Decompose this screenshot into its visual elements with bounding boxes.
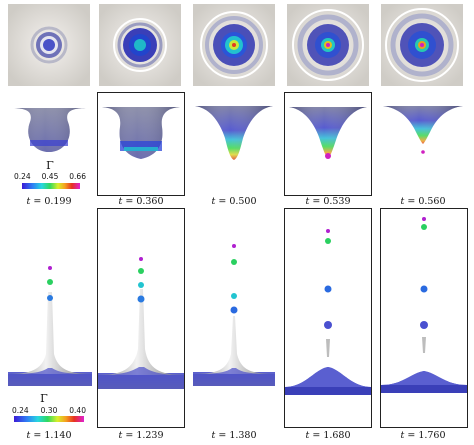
time-symbol: t: [118, 430, 123, 441]
time-symbol: t: [400, 196, 405, 207]
jetview-1: [8, 214, 92, 390]
time-value: 0.500: [229, 196, 257, 207]
time-symbol: t: [305, 196, 310, 207]
colorbar-2: [14, 416, 84, 422]
colorbar-2-ticks: 0.24 0.30 0.40: [12, 406, 86, 415]
time-value: 1.380: [229, 430, 257, 441]
sideview-1: [8, 96, 90, 154]
sideview-4: [284, 92, 372, 196]
colorbar-2-tick-min: 0.24: [12, 406, 29, 415]
time-value: 0.560: [418, 196, 446, 207]
time-value: 0.539: [323, 196, 351, 207]
time-equals: =: [122, 430, 137, 441]
colorbar-1-ticks: 0.24 0.45 0.66: [14, 172, 86, 181]
time-symbol: t: [118, 196, 123, 207]
time-equals: =: [30, 430, 45, 441]
topview-5: [381, 4, 463, 86]
colorbar-2-tick-max: 0.40: [69, 406, 86, 415]
colorbar-1-tick-mid: 0.45: [41, 172, 59, 181]
jetview-2: [97, 208, 185, 428]
time-symbol: t: [26, 430, 31, 441]
topview-1: [8, 4, 90, 86]
time-value: 1.140: [44, 430, 72, 441]
jetview-3: [193, 214, 275, 390]
time-symbol: t: [211, 196, 216, 207]
time-equals: =: [215, 430, 230, 441]
time-label-3: t = 0.500: [189, 196, 279, 207]
topview-3: [193, 4, 275, 86]
time-value: 0.360: [136, 196, 164, 207]
jetview-4: [284, 208, 372, 428]
time-equals: =: [404, 430, 419, 441]
sideview-2: [97, 92, 185, 196]
topview-4: [287, 4, 369, 86]
time-value: 1.760: [418, 430, 446, 441]
time-value: 1.680: [323, 430, 351, 441]
colorbar-2-tick-mid: 0.30: [40, 406, 58, 415]
time-symbol: t: [400, 430, 405, 441]
time-label-9: t = 1.680: [283, 430, 373, 441]
jetview-5: [380, 208, 468, 428]
time-equals: =: [30, 196, 45, 207]
colorbar-1-tick-min: 0.24: [14, 172, 31, 181]
time-symbol: t: [305, 430, 310, 441]
colorbar-1-tick-max: 0.66: [69, 172, 86, 181]
time-label-5: t = 0.560: [378, 196, 468, 207]
time-equals: =: [215, 196, 230, 207]
time-label-4: t = 0.539: [283, 196, 373, 207]
time-label-6: t = 1.140: [4, 430, 94, 441]
time-label-10: t = 1.760: [378, 430, 468, 441]
time-label-1: t = 0.199: [4, 196, 94, 207]
time-equals: =: [309, 196, 324, 207]
colorbar-2-symbol: Γ: [40, 392, 48, 405]
sideview-3: [193, 96, 275, 166]
topview-2: [99, 4, 181, 86]
colorbar-1-symbol: Γ: [46, 159, 54, 172]
sideview-5: [381, 96, 465, 166]
time-label-8: t = 1.380: [189, 430, 279, 441]
time-label-2: t = 0.360: [96, 196, 186, 207]
time-symbol: t: [211, 430, 216, 441]
time-value: 1.239: [136, 430, 164, 441]
time-label-7: t = 1.239: [96, 430, 186, 441]
time-value: 0.199: [44, 196, 72, 207]
time-equals: =: [309, 430, 324, 441]
colorbar-1: [22, 183, 80, 189]
time-equals: =: [404, 196, 419, 207]
time-equals: =: [122, 196, 137, 207]
time-symbol: t: [26, 196, 31, 207]
